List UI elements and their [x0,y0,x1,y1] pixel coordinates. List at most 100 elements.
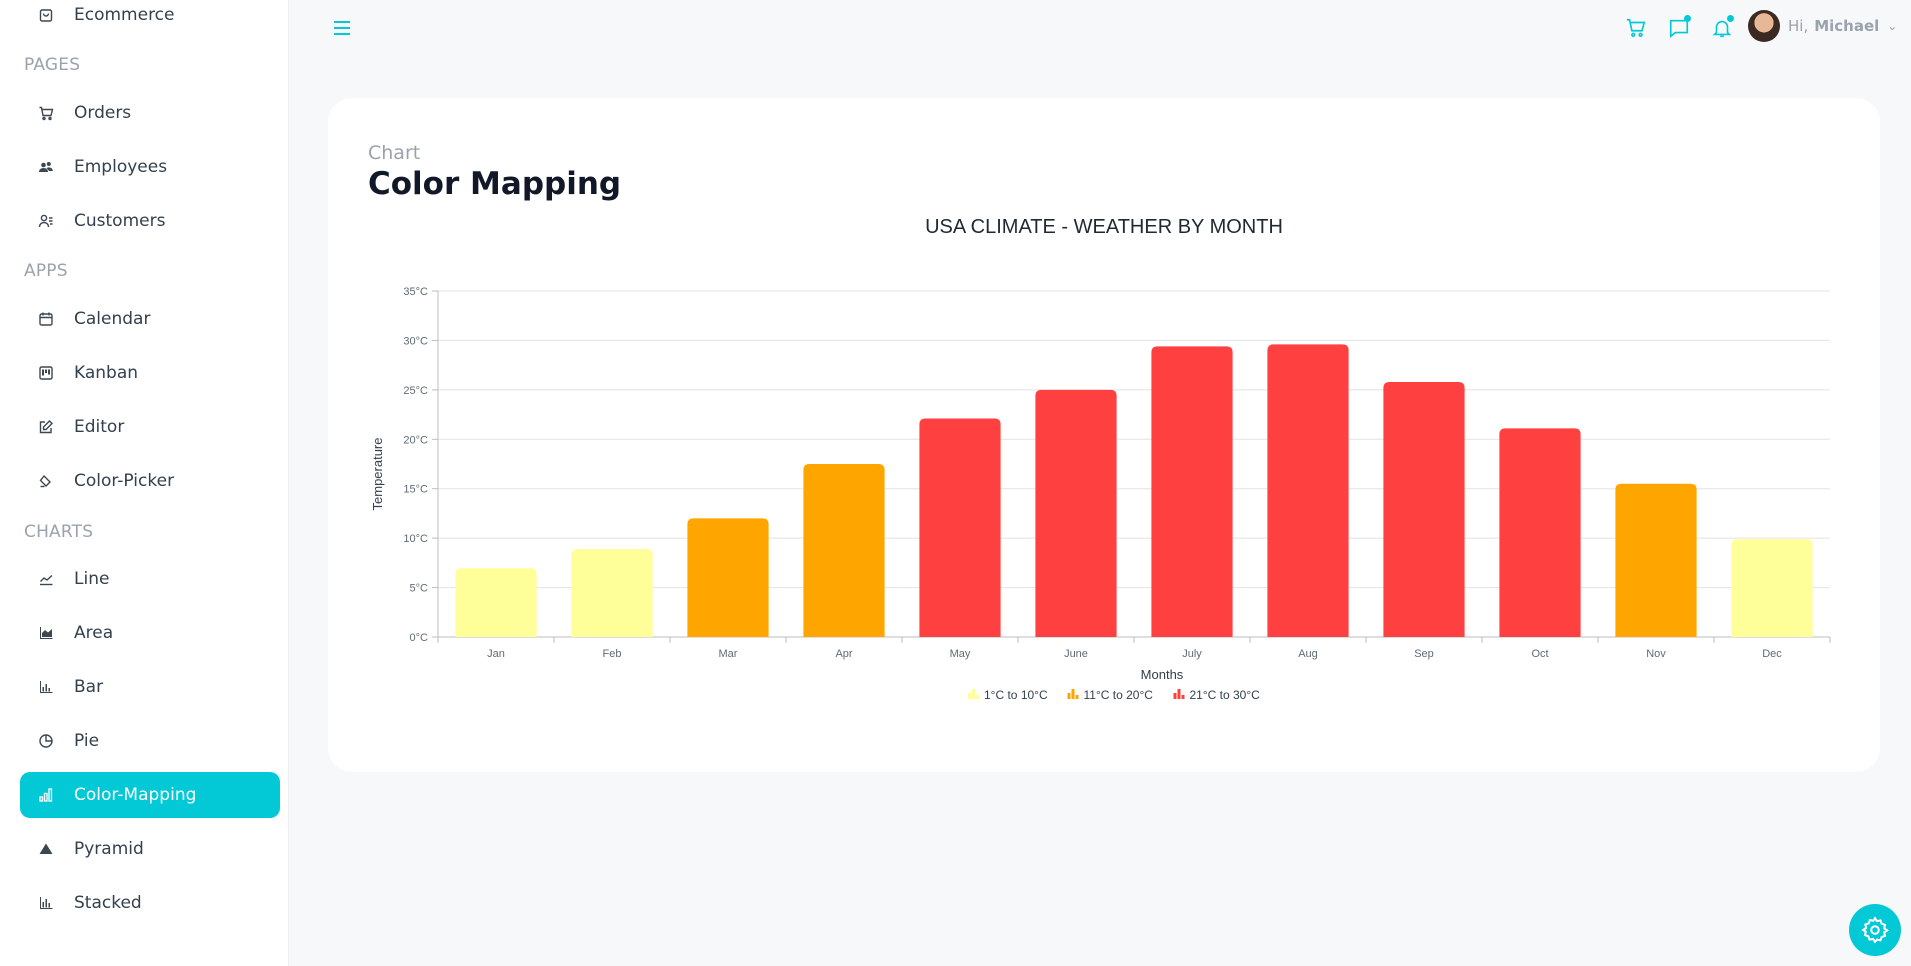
bar-mar [687,518,769,637]
cart-icon [38,105,54,121]
sidebar-item-calendar[interactable]: Calendar [20,296,280,342]
bar-nov [1615,483,1697,637]
kanban-icon [38,365,54,381]
cart-icon [1626,18,1646,38]
greeting: Hi, [1788,17,1809,35]
avatar [1748,10,1780,42]
legend-label: 1°C to 10°C [984,688,1048,702]
legend-swatch [968,693,971,699]
notifications-button[interactable] [1708,14,1736,42]
notification-dot [1727,15,1734,22]
bar-july [1151,346,1233,637]
bar-aug [1267,344,1349,637]
bar-june [1035,389,1117,637]
sidebar-item-pyramid[interactable]: Pyramid [20,826,280,872]
sidebar-item-color-picker[interactable]: Color-Picker [20,458,280,504]
chart-card: Chart Color Mapping USA CLIMATE - WEATHE… [328,98,1880,772]
sidebar: Ecommerce PAGES Orders Employees Custome… [0,0,288,966]
sidebar-section-charts: CHARTS [24,522,94,542]
bar-jan [455,568,537,637]
menu-icon [334,21,350,35]
shopping-bag-icon [38,7,54,23]
sidebar-item-color-mapping[interactable]: Color-Mapping [20,772,280,818]
x-tick-label: Nov [1646,648,1666,660]
x-tick-label: Dec [1762,648,1782,660]
sidebar-item-label: Customers [74,211,166,231]
pie-chart-icon [38,733,54,749]
x-tick-label: Aug [1298,648,1318,660]
sidebar-item-kanban[interactable]: Kanban [20,350,280,396]
x-tick-label: Apr [835,648,852,660]
sidebar-item-label: Line [74,569,110,589]
sidebar-item-label: Editor [74,417,125,437]
sidebar-item-pie[interactable]: Pie [20,718,280,764]
chat-button[interactable] [1665,14,1693,42]
x-tick-label: Mar [719,648,738,660]
line-chart-icon [38,571,54,587]
sidebar-item-label: Bar [74,677,104,697]
card-category: Chart [368,142,421,164]
gear-icon [1861,916,1890,944]
bar-feb [571,549,653,637]
legend-label: 21°C to 30°C [1190,688,1261,702]
color-mapping-icon [38,787,54,803]
legend-swatch [1071,689,1075,699]
settings-button[interactable] [1849,904,1901,956]
bar-chart-icon [38,679,54,695]
chart-title: USA CLIMATE - WEATHER BY MONTH [925,216,1283,238]
sidebar-section-pages: PAGES [24,55,81,75]
legend-swatch [1173,693,1177,699]
menu-button[interactable] [330,16,354,40]
editor-icon [38,419,54,435]
x-tick-label: Sep [1414,648,1434,660]
user-name: Michael [1814,17,1880,35]
sidebar-item-label: Color-Mapping [74,785,197,805]
legend-label: 11°C to 20°C [1084,688,1154,702]
bar-dec [1731,539,1813,637]
sidebar-item-customers[interactable]: Customers [20,198,280,244]
sidebar-item-orders[interactable]: Orders [20,90,280,136]
y-axis-label: Temperature [370,438,385,511]
legend-swatch [976,695,979,699]
sidebar-item-label: Area [74,623,114,643]
x-axis-label: Months [1141,667,1184,682]
x-tick-label: Oct [1531,648,1548,660]
sidebar-item-bar[interactable]: Bar [20,664,280,710]
sidebar-item-label: Ecommerce [74,5,175,25]
calendar-icon [38,311,54,327]
y-tick-label: 20°C [403,434,428,446]
sidebar-item-stacked[interactable]: Stacked [20,880,280,926]
legend-swatch [1067,693,1071,699]
y-tick-label: 30°C [403,335,428,347]
sidebar-item-label: Stacked [74,893,142,913]
x-tick-label: Feb [603,648,622,660]
color-mapping-chart: 0°C 5°C 10°C 15°C 20°C 25°C 30°C 35°C Jan Feb Mar A… [370,286,1831,702]
legend-swatch [972,689,975,699]
bar-apr [803,464,885,637]
sidebar-item-label: Orders [74,103,132,123]
chevron-down-icon: ⌄ [1887,19,1898,33]
notification-dot [1684,15,1691,22]
x-tick-label: July [1182,648,1202,660]
cart-button[interactable] [1622,14,1650,42]
sidebar-item-label: Pyramid [74,839,144,859]
sidebar-item-line[interactable]: Line [20,556,280,602]
sidebar-item-label: Employees [74,157,168,177]
bar-may [919,418,1001,637]
user-profile-menu[interactable]: Hi, Michael ⌄ [1748,10,1897,42]
pyramid-icon [38,841,54,857]
y-tick-label: 25°C [403,385,428,397]
legend-swatch [1177,689,1181,699]
sidebar-item-ecommerce[interactable]: Ecommerce [20,0,280,38]
sidebar-item-label: Kanban [74,363,139,383]
sidebar-item-area[interactable]: Area [20,610,280,656]
sidebar-item-label: Pie [74,731,100,751]
y-tick-label: 15°C [403,484,428,496]
bell-icon [1712,20,1732,38]
x-tick-label: June [1064,648,1088,660]
sidebar-item-editor[interactable]: Editor [20,404,280,450]
legend-swatch [1075,695,1079,699]
sidebar-item-employees[interactable]: Employees [20,144,280,190]
legend-swatch [1181,695,1185,699]
y-tick-label: 35°C [403,286,428,298]
